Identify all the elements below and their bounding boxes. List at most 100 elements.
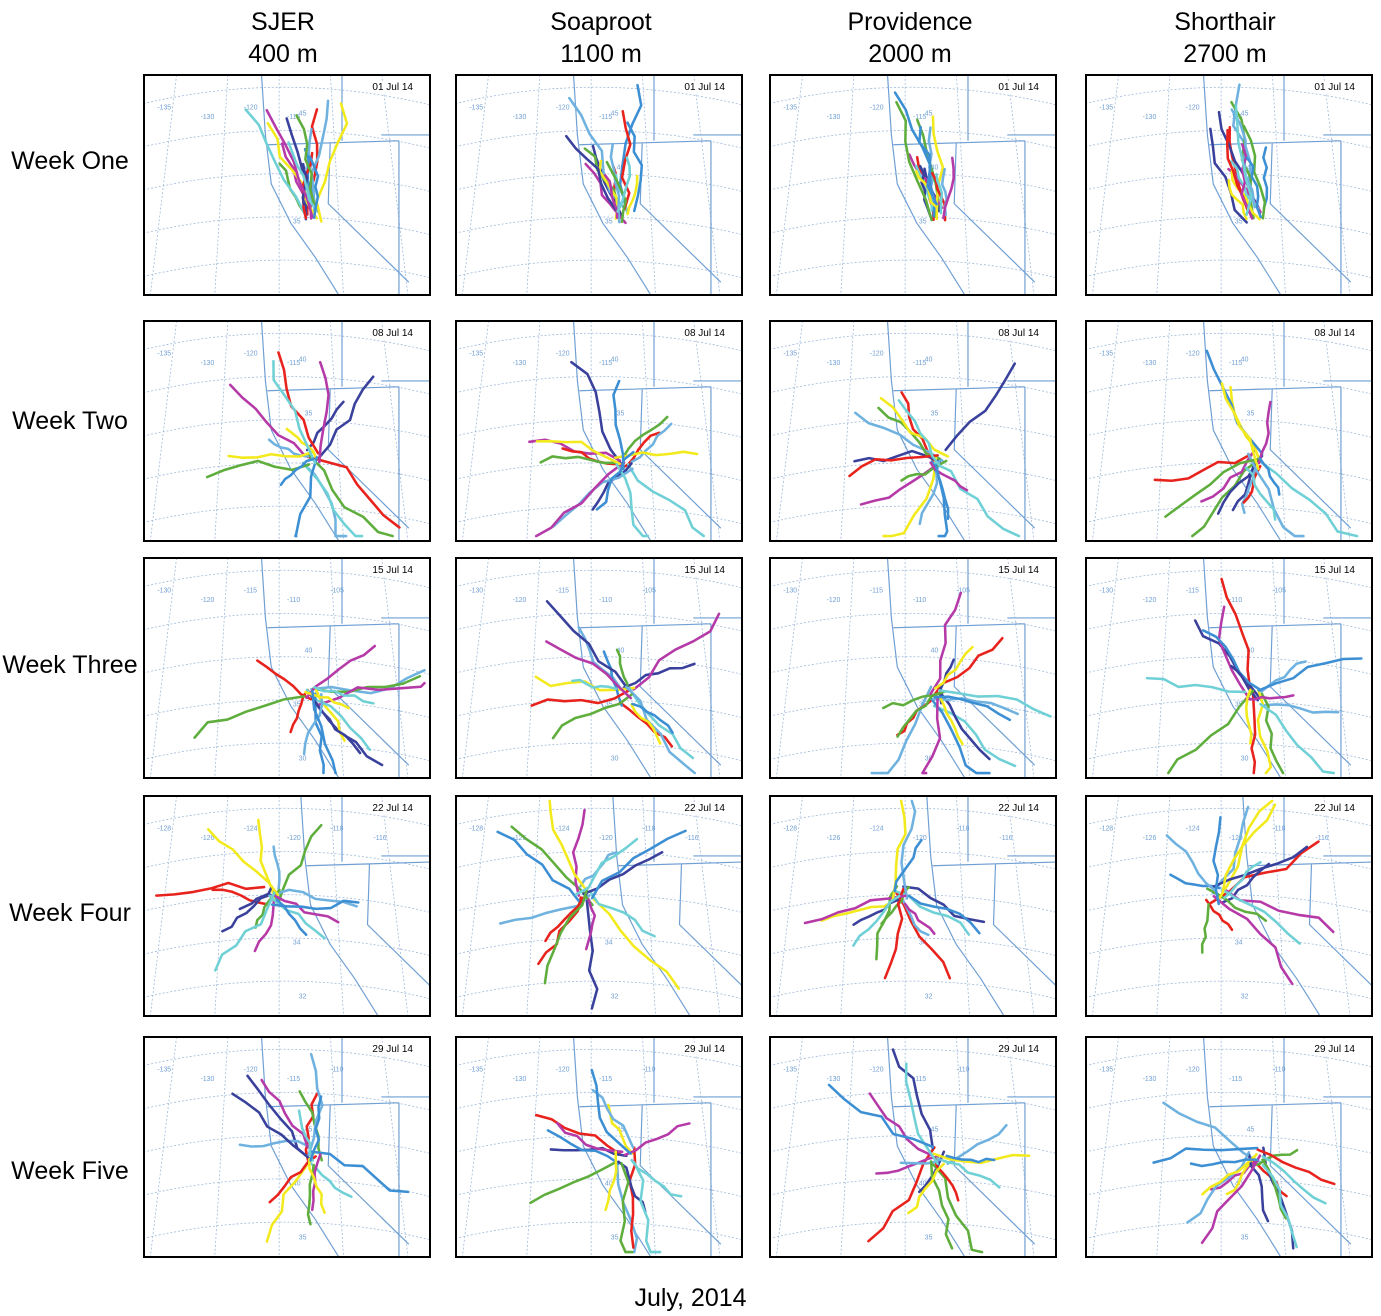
latitude-line xyxy=(771,173,1055,192)
map-panel-soaproot-week-2: -135 -130 -120 -115 40 35 08 Jul 14 xyxy=(455,320,743,542)
tick-label: -135 xyxy=(157,1066,171,1073)
longitude-line xyxy=(381,1038,409,1256)
trajectory-line xyxy=(619,1162,634,1254)
panel-date-label: 15 Jul 14 xyxy=(682,565,727,576)
tick-labels: -130 -120 -115 -110 -105 40 35 30 xyxy=(469,587,656,762)
tick-label: -110 xyxy=(1272,1066,1285,1073)
trajectory-line xyxy=(1212,845,1309,888)
trajectories xyxy=(205,351,401,538)
trajectory-line xyxy=(854,411,944,462)
longitude-line xyxy=(1092,76,1119,294)
latitude-line xyxy=(771,980,1055,999)
latitude-line xyxy=(145,569,429,589)
tick-label: -110 xyxy=(330,1066,343,1073)
tick-labels: -135 -130 -120 -115 -110 45 40 35 xyxy=(157,1066,343,1241)
tick-label: -135 xyxy=(1099,1066,1113,1073)
trajectory-line xyxy=(1201,1155,1256,1196)
longitude-line xyxy=(330,1038,344,1256)
trajectory-line xyxy=(615,1163,639,1254)
tick-label: -116 xyxy=(685,835,698,842)
longitude-line xyxy=(956,559,970,777)
trajectory-line xyxy=(591,462,633,511)
trajectory-line xyxy=(273,890,308,937)
trajectory-line xyxy=(898,893,930,937)
tick-label: 40 xyxy=(299,356,307,363)
trajectory-line xyxy=(626,174,639,216)
latitude-line xyxy=(457,699,741,718)
tick-label: -135 xyxy=(1099,350,1113,357)
coastline xyxy=(261,76,339,294)
latitude-line xyxy=(1087,1048,1371,1068)
latitude-line xyxy=(457,742,741,761)
trajectories xyxy=(496,799,687,1010)
tick-label: -130 xyxy=(1143,114,1157,121)
coastline xyxy=(573,76,651,294)
coastline xyxy=(573,559,651,777)
row-title-week-one: Week One xyxy=(11,147,129,175)
tick-label: -120 xyxy=(556,350,570,357)
boundaries xyxy=(1242,797,1371,1015)
boundaries xyxy=(261,1038,429,1256)
trajectory-line xyxy=(496,830,583,905)
trajectory-line xyxy=(267,893,326,940)
trajectory-line xyxy=(1258,456,1281,496)
trajectory-line xyxy=(551,693,633,740)
graticule xyxy=(145,76,429,294)
tick-label: -115 xyxy=(913,1076,926,1083)
longitude-line xyxy=(1007,559,1035,777)
trajectory-line xyxy=(570,360,624,467)
latitude-line xyxy=(457,376,741,395)
map-panel-shorthair-week-4: -128 -126 -124 -120 -118 -116 34 32 22 Jul 14 xyxy=(1085,795,1373,1017)
graticule xyxy=(771,559,1055,777)
boundaries xyxy=(887,322,1055,540)
trajectory-line xyxy=(1209,1159,1259,1191)
trajectory-line xyxy=(534,1113,622,1156)
tick-label: 40 xyxy=(1247,647,1255,654)
panel-date-label: 22 Jul 14 xyxy=(1312,803,1357,814)
tick-label: -118 xyxy=(330,825,343,832)
latitude-line xyxy=(771,1135,1055,1154)
trajectory-line xyxy=(870,685,933,775)
tick-label: -118 xyxy=(956,825,969,832)
tick-label: -130 xyxy=(1143,360,1157,367)
tick-label: -116 xyxy=(1315,835,1328,842)
panel-date-label: 01 Jul 14 xyxy=(1312,82,1357,93)
trajectory-line xyxy=(211,888,271,906)
column-title-providence: Providence 2000 m xyxy=(790,6,1030,70)
latitude-line xyxy=(457,1048,741,1068)
trajectory-line xyxy=(904,1062,939,1165)
latitude-line xyxy=(1087,505,1371,524)
longitude-line xyxy=(642,76,656,294)
trajectory-line xyxy=(280,142,313,220)
state-boundaries xyxy=(579,1038,741,1256)
longitude-line xyxy=(1092,322,1119,540)
latitude-line xyxy=(145,1178,429,1197)
trajectory-line xyxy=(907,894,981,935)
longitude-line xyxy=(1323,1038,1351,1256)
map-panel-soaproot-week-4: -128 -126 -124 -120 -118 -116 34 32 22 Jul 14 xyxy=(455,795,743,1017)
trajectory-map: -128 -126 -124 -120 -118 -116 34 32 xyxy=(457,797,741,1015)
longitude-line xyxy=(1156,1038,1171,1256)
trajectory-line xyxy=(287,141,318,212)
trajectory-line xyxy=(1261,1163,1298,1249)
trajectory-line xyxy=(1201,629,1262,692)
coastline xyxy=(612,797,691,1015)
trajectory-line xyxy=(1229,385,1261,460)
trajectory-line xyxy=(228,383,307,458)
tick-label: 35 xyxy=(293,701,301,708)
tick-label: 32 xyxy=(611,993,619,1000)
trajectory-line xyxy=(244,108,307,216)
trajectory-line xyxy=(592,898,681,990)
map-panel-soaproot-week-3: -130 -120 -115 -110 -105 40 35 30 15 Jul 14 xyxy=(455,557,743,779)
trajectory-line xyxy=(1223,860,1262,899)
trajectory-line xyxy=(305,688,371,752)
tick-label: -135 xyxy=(469,1066,483,1073)
latitude-line xyxy=(457,656,741,675)
tick-label: -115 xyxy=(599,114,612,121)
latitude-line xyxy=(145,1135,429,1154)
trajectory-line xyxy=(1209,127,1248,224)
longitude-line xyxy=(462,322,489,540)
trajectory-line xyxy=(940,692,991,761)
